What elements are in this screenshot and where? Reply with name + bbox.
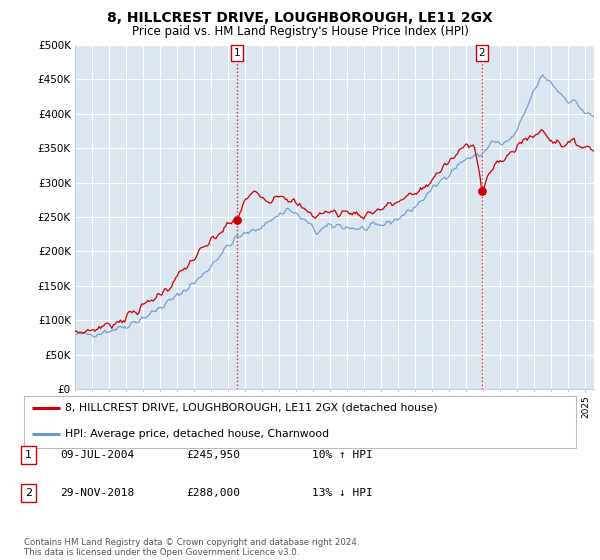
Text: 1: 1 (233, 48, 241, 58)
Text: HPI: Average price, detached house, Charnwood: HPI: Average price, detached house, Char… (65, 428, 329, 438)
Text: 2: 2 (479, 48, 485, 58)
Text: £288,000: £288,000 (186, 488, 240, 498)
Text: 1: 1 (25, 450, 32, 460)
Text: 8, HILLCREST DRIVE, LOUGHBOROUGH, LE11 2GX: 8, HILLCREST DRIVE, LOUGHBOROUGH, LE11 2… (107, 11, 493, 25)
Text: 09-JUL-2004: 09-JUL-2004 (60, 450, 134, 460)
Point (477, 186, 487, 195)
Text: 13% ↓ HPI: 13% ↓ HPI (312, 488, 373, 498)
Text: Price paid vs. HM Land Registry's House Price Index (HPI): Price paid vs. HM Land Registry's House … (131, 25, 469, 38)
Text: 10% ↑ HPI: 10% ↑ HPI (312, 450, 373, 460)
Point (232, 215, 242, 224)
Text: 8, HILLCREST DRIVE, LOUGHBOROUGH, LE11 2GX (detached house): 8, HILLCREST DRIVE, LOUGHBOROUGH, LE11 2… (65, 403, 438, 413)
Text: 29-NOV-2018: 29-NOV-2018 (60, 488, 134, 498)
Text: 2: 2 (25, 488, 32, 498)
Text: £245,950: £245,950 (186, 450, 240, 460)
Text: Contains HM Land Registry data © Crown copyright and database right 2024.
This d: Contains HM Land Registry data © Crown c… (24, 538, 359, 557)
